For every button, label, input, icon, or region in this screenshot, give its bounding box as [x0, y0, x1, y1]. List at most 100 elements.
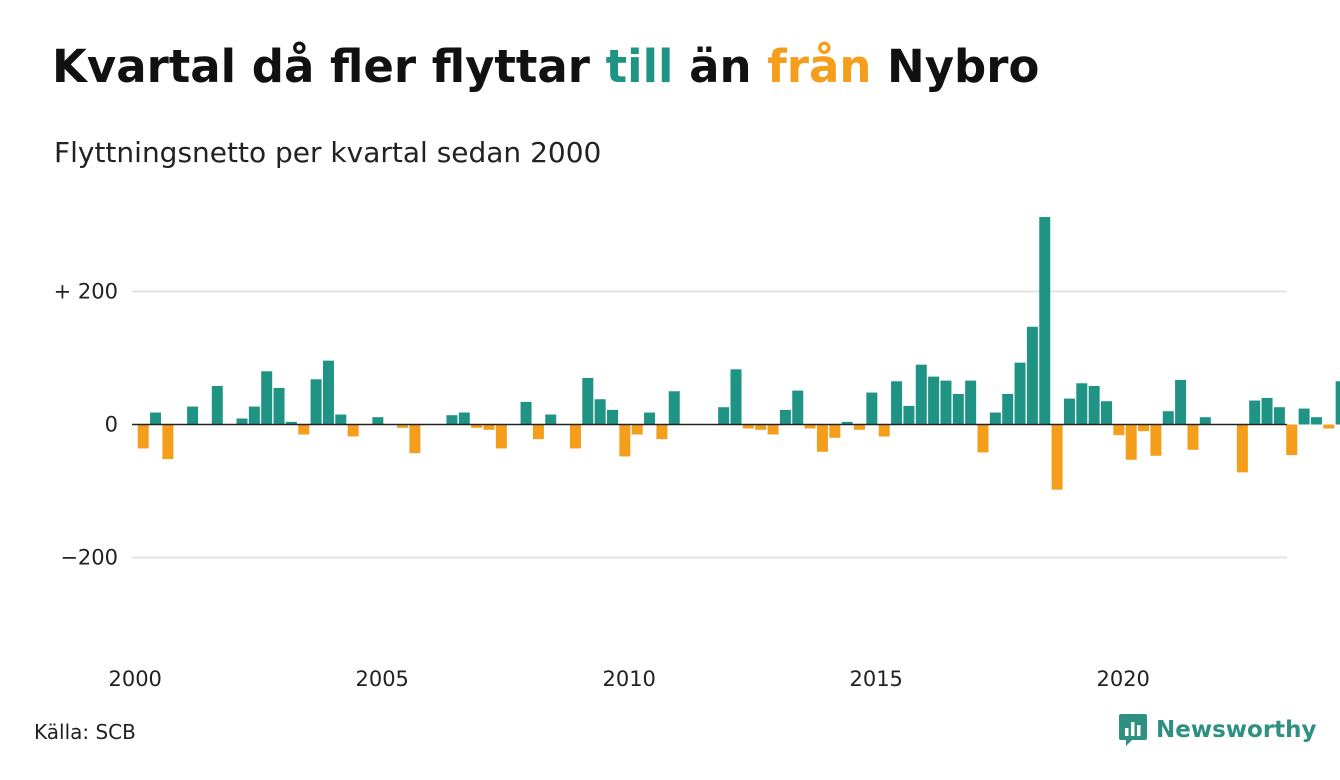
bar — [446, 415, 458, 425]
source-note: Källa: SCB — [34, 720, 136, 744]
bar — [668, 391, 680, 425]
bar — [261, 371, 273, 425]
bar — [928, 376, 940, 425]
bar — [841, 421, 853, 425]
bar — [471, 424, 483, 428]
bar — [545, 414, 557, 425]
bar — [409, 424, 421, 454]
bar — [495, 424, 507, 449]
bar — [569, 424, 581, 449]
bar — [816, 424, 828, 452]
bar — [1199, 417, 1211, 425]
bar — [755, 424, 767, 430]
gridlines — [132, 290, 1287, 559]
bar-chart: + 200 0 −200 2000 2005 2010 2015 2020 — [54, 217, 1340, 691]
bar — [458, 412, 470, 425]
bar — [372, 417, 384, 425]
bar — [137, 424, 149, 449]
bar — [1249, 400, 1261, 425]
bar — [854, 424, 865, 430]
bar — [1261, 397, 1273, 425]
bar — [1162, 411, 1174, 425]
bar — [397, 424, 409, 428]
bar — [977, 424, 989, 453]
bar — [1113, 424, 1125, 436]
bar — [162, 424, 174, 460]
bar — [310, 379, 322, 425]
bar — [804, 424, 816, 429]
x-tick-label: 2005 — [355, 667, 408, 691]
title-highlight-fran: från — [767, 40, 872, 93]
bar — [594, 399, 606, 425]
bar — [211, 385, 223, 425]
bar — [779, 409, 791, 425]
bars — [137, 217, 1340, 490]
bar — [1323, 424, 1335, 429]
bar — [730, 369, 742, 425]
bar — [1014, 362, 1026, 425]
bar — [1002, 393, 1014, 425]
y-tick-label: 0 — [105, 413, 118, 437]
bar — [1138, 424, 1150, 432]
chart-title: Kvartal då fler flyttar till än från Nyb… — [52, 40, 1039, 93]
bar — [915, 364, 927, 425]
bar — [940, 380, 952, 425]
bar — [1039, 217, 1051, 425]
bar — [532, 424, 544, 440]
bar — [1063, 398, 1075, 425]
x-tick-label: 2000 — [108, 667, 161, 691]
bar — [1051, 424, 1063, 490]
bar — [285, 421, 297, 425]
bar — [989, 412, 1001, 425]
y-tick-label: + 200 — [54, 280, 118, 304]
bar — [1150, 424, 1162, 456]
bar — [903, 405, 915, 425]
newsworthy-logo: Newsworthy — [1118, 712, 1317, 748]
bar — [607, 409, 618, 425]
bar — [1076, 383, 1088, 425]
bar — [891, 381, 903, 425]
bar — [335, 414, 347, 425]
bar — [952, 393, 964, 425]
bar — [187, 406, 199, 425]
bar — [1286, 424, 1298, 456]
x-tick-label: 2020 — [1096, 667, 1149, 691]
bar — [1101, 401, 1112, 425]
bar — [1125, 424, 1137, 460]
bar — [298, 424, 310, 435]
bar — [582, 377, 594, 425]
bar — [520, 401, 532, 425]
bar — [631, 424, 643, 435]
bar — [878, 424, 890, 437]
title-highlight-till: till — [605, 40, 674, 93]
bar — [273, 387, 285, 425]
bar — [1298, 408, 1310, 425]
bar — [1236, 424, 1248, 473]
bar — [1088, 385, 1100, 425]
bar — [792, 390, 804, 425]
bar — [829, 424, 841, 438]
brand-name: Newsworthy — [1156, 717, 1317, 743]
title-part-3: Nybro — [871, 40, 1040, 93]
bar — [322, 360, 334, 425]
bar — [483, 424, 495, 430]
chart-subtitle: Flyttningsnetto per kvartal sedan 2000 — [54, 136, 602, 169]
bar — [1026, 326, 1038, 425]
bar — [248, 406, 260, 425]
bar — [236, 418, 248, 425]
bar — [644, 412, 656, 425]
bar — [866, 392, 878, 425]
bar — [718, 407, 730, 425]
y-tick-label: −200 — [60, 546, 118, 570]
axis-labels: + 200 0 −200 2000 2005 2010 2015 2020 — [54, 280, 1287, 691]
bar — [347, 424, 359, 437]
bar — [1310, 417, 1322, 425]
title-part-1: Kvartal då fler flyttar — [52, 40, 606, 93]
title-part-2: än — [673, 40, 768, 93]
bar — [742, 424, 754, 429]
bar — [150, 412, 162, 425]
bar — [619, 424, 631, 457]
newsworthy-icon — [1119, 714, 1147, 746]
bar — [1187, 424, 1199, 450]
bar — [1335, 381, 1340, 425]
